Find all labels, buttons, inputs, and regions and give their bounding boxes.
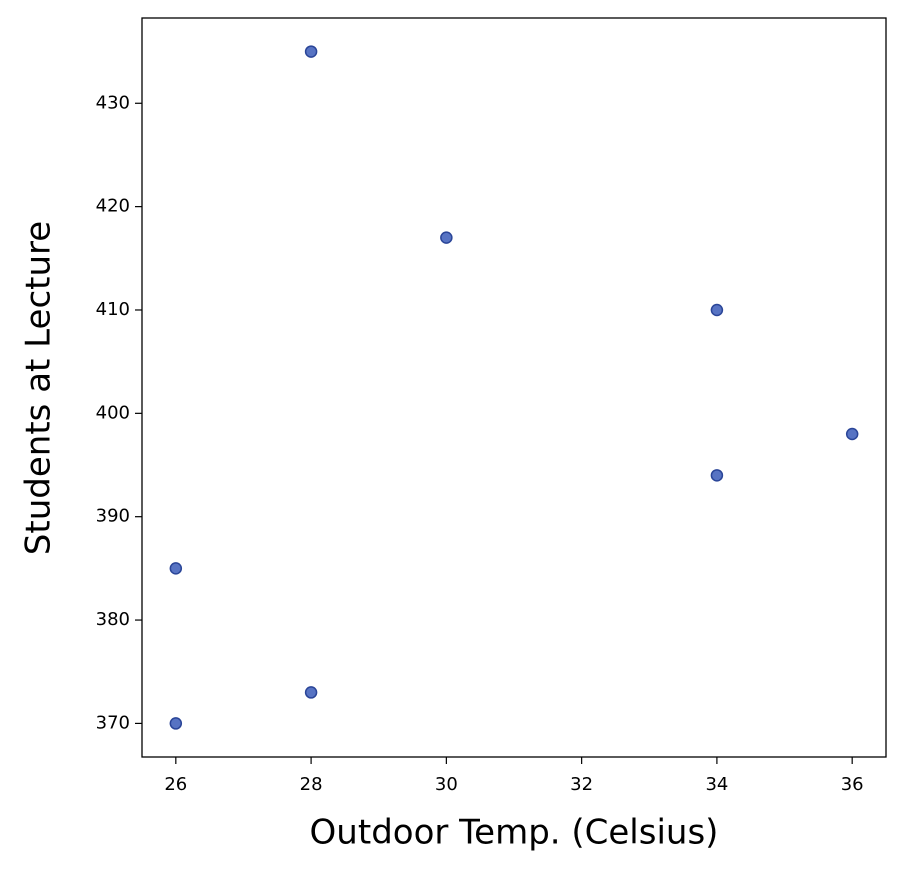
x-tick-label: 28 (300, 774, 323, 795)
plot-frame (141, 17, 887, 758)
x-tick-label: 32 (570, 774, 593, 795)
point (169, 717, 183, 730)
point (845, 427, 859, 441)
y-tick-label: 400 (96, 402, 130, 423)
point (710, 303, 724, 317)
point (304, 686, 318, 699)
y-tick-label: 370 (96, 712, 130, 733)
x-axis-label: Outdoor Temp. (Celsius) (310, 813, 719, 853)
point (440, 231, 453, 244)
y-tick-label: 380 (96, 609, 130, 630)
x-tick-label: 30 (435, 774, 458, 795)
x-tick-label: 36 (841, 774, 864, 795)
point (710, 469, 724, 482)
x-tick-label: 34 (705, 774, 728, 795)
point (169, 562, 183, 575)
y-axis-label: Students at Lecture (19, 221, 59, 555)
point (304, 45, 318, 58)
y-tick-label: 390 (96, 506, 130, 527)
y-tick-label: 410 (96, 299, 130, 320)
y-tick-label: 430 (96, 92, 130, 113)
y-tick-label: 420 (96, 196, 130, 217)
x-tick-label: 26 (164, 774, 187, 795)
